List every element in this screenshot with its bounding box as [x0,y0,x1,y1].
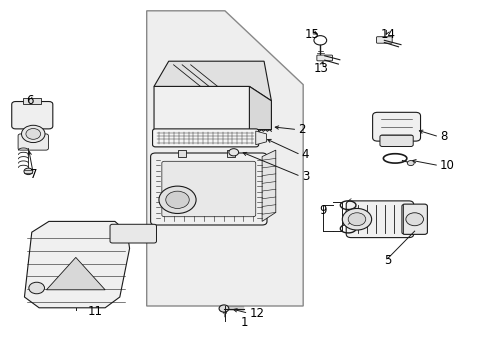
Text: 4: 4 [301,148,308,161]
Text: 13: 13 [313,62,328,75]
Text: 11: 11 [88,305,102,318]
Text: 3: 3 [301,170,308,183]
Text: 9: 9 [318,204,326,217]
FancyBboxPatch shape [18,134,48,150]
FancyBboxPatch shape [346,201,413,238]
Text: 8: 8 [439,130,447,143]
Text: 15: 15 [304,28,319,41]
Text: 10: 10 [439,159,454,172]
Polygon shape [262,150,275,221]
Circle shape [342,208,371,230]
FancyBboxPatch shape [316,55,332,61]
Text: 2: 2 [298,123,305,136]
FancyBboxPatch shape [110,224,156,243]
Circle shape [29,282,44,294]
FancyBboxPatch shape [152,129,258,147]
Circle shape [219,305,228,312]
Polygon shape [227,150,235,157]
FancyBboxPatch shape [12,102,53,129]
Circle shape [347,213,365,226]
Circle shape [24,168,33,175]
Bar [23,98,41,104]
Text: 6: 6 [26,94,34,107]
FancyBboxPatch shape [379,135,412,147]
Text: 7: 7 [29,168,37,181]
Polygon shape [146,11,303,306]
Circle shape [21,125,45,143]
Polygon shape [24,221,129,308]
Polygon shape [154,61,271,101]
Text: 14: 14 [380,28,394,41]
FancyBboxPatch shape [372,112,420,141]
Text: 5: 5 [383,255,391,267]
Circle shape [405,213,423,226]
Circle shape [26,129,41,139]
FancyBboxPatch shape [162,161,255,217]
Polygon shape [46,257,105,290]
Circle shape [228,149,238,156]
Polygon shape [249,86,271,130]
Polygon shape [178,150,186,157]
Polygon shape [255,131,266,145]
FancyBboxPatch shape [376,37,391,43]
Text: 12: 12 [249,307,264,320]
Circle shape [159,186,196,213]
Circle shape [165,191,189,208]
FancyBboxPatch shape [150,153,266,225]
Polygon shape [154,86,271,130]
Text: 1: 1 [240,316,248,329]
FancyBboxPatch shape [401,204,427,234]
Circle shape [407,161,413,166]
Circle shape [313,36,326,45]
